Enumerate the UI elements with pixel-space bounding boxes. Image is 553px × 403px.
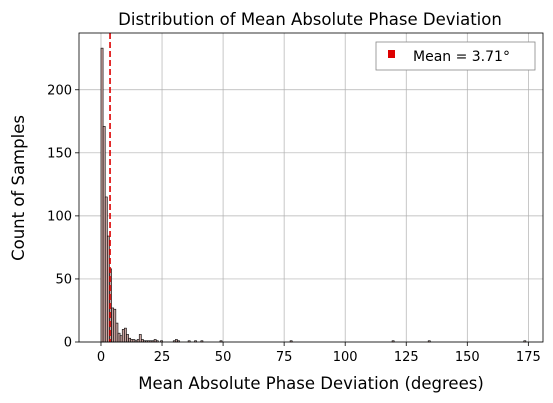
y-tick-label: 100: [47, 209, 72, 224]
grid-lines: [79, 33, 543, 343]
x-tick-label: 150: [455, 350, 480, 365]
chart-title: Distribution of Mean Absolute Phase Devi…: [118, 10, 502, 29]
plot-frame: [78, 32, 544, 343]
x-tick-label: 0: [97, 350, 105, 365]
x-axis-ticks: 0 25 50 75 100 125 150 175: [97, 342, 541, 365]
y-axis-label: Count of Samples: [9, 115, 28, 261]
histogram-bar: [138, 334, 142, 343]
histogram-bar: [107, 235, 110, 343]
x-tick-label: 25: [154, 350, 171, 365]
histogram-bar: [117, 332, 121, 343]
x-tick-label: 100: [333, 350, 358, 365]
histogram-bar: [102, 126, 106, 343]
x-tick-label: 50: [215, 350, 232, 365]
legend-marker: [388, 50, 395, 58]
histogram-bar: [124, 327, 127, 343]
legend-label: Mean = 3.71°: [413, 49, 510, 65]
legend-frame: [375, 41, 536, 71]
histogram-bar: [126, 334, 129, 343]
histogram-bar: [111, 307, 115, 343]
y-tick-label: 150: [47, 146, 72, 161]
y-tick-label: 0: [64, 336, 72, 351]
histogram-bar: [100, 47, 104, 343]
histogram-bar: [104, 196, 108, 343]
y-tick-label: 200: [47, 83, 72, 98]
histogram-bar: [115, 322, 119, 343]
legend: Mean = 3.71°: [375, 41, 536, 71]
x-tick-label: 175: [516, 350, 541, 365]
y-tick-label: 50: [55, 272, 72, 287]
histogram-bar: [113, 308, 117, 343]
histogram-bar: [119, 335, 123, 343]
histogram-bar: [121, 329, 125, 343]
y-axis-ticks: 0 50 100 150 200: [47, 83, 79, 351]
x-tick-label: 75: [276, 350, 293, 365]
histogram-bar: [128, 337, 132, 343]
x-tick-label: 125: [394, 350, 419, 365]
histogram-bars: [100, 47, 527, 343]
x-axis-label: Mean Absolute Phase Deviation (degrees): [138, 374, 484, 393]
